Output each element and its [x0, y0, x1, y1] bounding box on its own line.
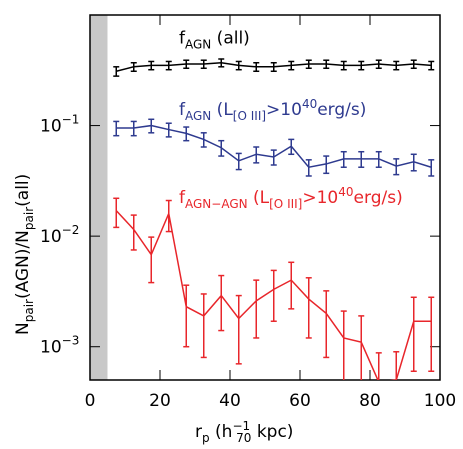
text-part: 40	[338, 185, 353, 199]
tick-base: 10	[40, 227, 62, 247]
rich-text: rp (h−1 70 kpc)	[195, 419, 293, 445]
rich-text: fAGN (L[O III]>1040erg/s)	[179, 97, 366, 123]
y-tick-label: 10−3	[40, 334, 79, 358]
text-part: AGN	[185, 38, 211, 52]
rich-text: fAGN (all)	[179, 29, 250, 52]
tick-exp: −1	[62, 113, 80, 127]
series	[113, 197, 435, 380]
text-part: f	[179, 100, 186, 120]
tick-exp: −2	[62, 223, 80, 237]
tick-base: 10	[40, 338, 62, 358]
shaded-region	[90, 15, 108, 380]
rich-text: fAGN−AGN (L[O III]>1040erg/s)	[179, 185, 403, 211]
x-tick-label: 20	[149, 391, 171, 411]
text-part: (AGN)/N	[13, 230, 33, 299]
series	[113, 58, 435, 77]
text-part: 40	[302, 97, 317, 111]
series	[113, 118, 435, 177]
text-part: erg/s)	[317, 100, 366, 120]
text-part: pair	[22, 299, 36, 322]
text-part: (L	[248, 188, 270, 208]
x-tick-label: 40	[219, 391, 241, 411]
text-part: AGN	[185, 109, 211, 123]
text-part: r	[195, 422, 202, 442]
text-part: (all)	[211, 29, 250, 49]
text-part: (all)	[13, 174, 33, 207]
x-tick-label: 0	[85, 391, 96, 411]
text-part: >10	[302, 188, 338, 208]
text-part: >10	[266, 100, 302, 120]
text-part: [O III]	[269, 197, 302, 211]
plot-frame	[89, 14, 441, 381]
text-part: f	[179, 188, 186, 208]
x-tick-label: 100	[424, 391, 456, 411]
text-part: (h	[210, 422, 233, 442]
text-part: 70	[236, 431, 251, 445]
text-part: AGN−AGN	[185, 197, 248, 211]
text-part: kpc)	[251, 422, 293, 442]
x-tick-label: 60	[289, 391, 311, 411]
text-part: erg/s)	[354, 188, 403, 208]
text-part: f	[179, 29, 186, 49]
text-part: −1	[232, 419, 250, 433]
tick-base: 10	[40, 117, 62, 137]
text-part: pair	[22, 207, 36, 230]
y-tick-label: 10−1	[40, 113, 79, 137]
text-part: p	[202, 431, 210, 445]
text-part: N	[13, 322, 33, 335]
x-tick-label: 80	[359, 391, 381, 411]
text-part: (L	[211, 100, 233, 120]
rich-text: Npair(AGN)/Npair(all)	[13, 174, 36, 335]
text-part: [O III]	[233, 109, 266, 123]
tick-exp: −3	[62, 334, 80, 348]
y-tick-label: 10−2	[40, 223, 79, 247]
